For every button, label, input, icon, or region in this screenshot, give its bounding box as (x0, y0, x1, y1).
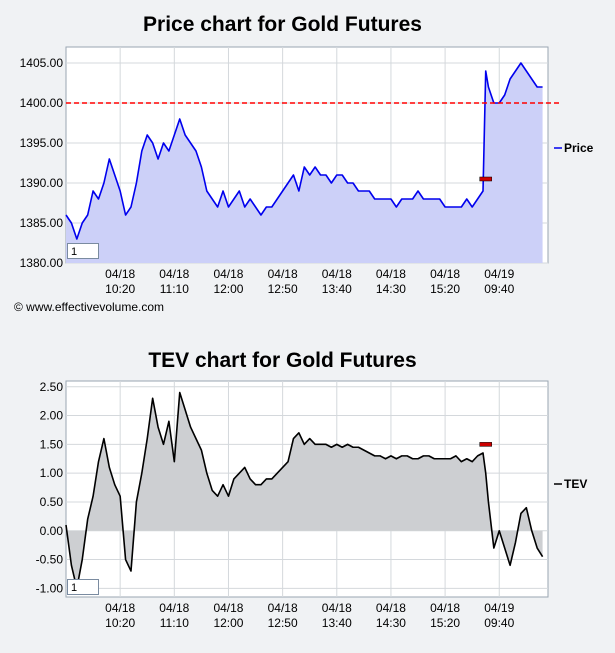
tev-x-tick-label: 04/18 (268, 601, 298, 615)
price-x-tick-label: 04/18 (159, 267, 189, 281)
tev-x-tick-label: 15:20 (430, 616, 460, 630)
tev-x-tick-label: 12:50 (268, 616, 298, 630)
price-x-tick-label: 10:20 (105, 282, 135, 296)
tev-page-input[interactable]: 1 (67, 579, 99, 595)
price-event-marker (479, 176, 492, 182)
tev-y-tick-label: 2.50 (40, 380, 64, 394)
price-area-fill (66, 63, 543, 263)
tev-x-tick-label: 04/18 (376, 601, 406, 615)
price-y-tick-label: 1380.00 (20, 256, 64, 270)
price-x-tick-label: 04/18 (268, 267, 298, 281)
price-x-tick-label: 12:00 (213, 282, 243, 296)
tev-x-tick-label: 04/18 (159, 601, 189, 615)
price-y-tick-label: 1390.00 (20, 176, 64, 190)
tev-x-tick-label: 14:30 (376, 616, 406, 630)
price-chart-title: Price chart for Gold Futures (143, 13, 422, 36)
price-y-tick-label: 1395.00 (20, 136, 64, 150)
tev-y-tick-label: -1.00 (36, 581, 64, 595)
tev-x-tick-label: 04/18 (213, 601, 243, 615)
price-x-tick-label: 04/18 (213, 267, 243, 281)
tev-y-tick-label: 0.50 (40, 495, 64, 509)
tev-x-tick-label: 04/19 (484, 601, 514, 615)
tev-x-tick-label: 04/18 (322, 601, 352, 615)
tev-area-fill (66, 392, 543, 589)
tev-x-tick-label: 09:40 (484, 616, 514, 630)
price-y-tick-label: 1400.00 (20, 96, 64, 110)
price-x-tick-label: 11:10 (160, 282, 189, 296)
tev-x-tick-label: 04/18 (105, 601, 135, 615)
tev-legend-label: TEV (564, 477, 587, 491)
tev-y-tick-label: 2.00 (40, 409, 64, 423)
tev-x-tick-label: 13:40 (322, 616, 352, 630)
tev-x-tick-label: 12:00 (213, 616, 243, 630)
tev-y-tick-label: -0.50 (36, 553, 64, 567)
price-y-tick-label: 1385.00 (20, 216, 64, 230)
tev-chart-title: TEV chart for Gold Futures (148, 349, 417, 372)
price-page-input[interactable]: 1 (67, 243, 99, 259)
tev-y-tick-label: 1.50 (40, 437, 64, 451)
tev-event-marker (479, 442, 492, 447)
price-chart: 1380.00 1385.00 1390.00 1395.00 1400.00 1405.… (20, 46, 594, 296)
tev-series-line (65, 391, 544, 590)
tev-x-tick-label: 11:10 (160, 616, 189, 630)
price-x-tick-label: 04/18 (376, 267, 406, 281)
price-x-tick-label: 12:50 (268, 282, 298, 296)
price-y-tick-label: 1405.00 (20, 56, 64, 70)
price-series-line (65, 62, 543, 240)
tev-x-tick-label: 04/18 (430, 601, 460, 615)
price-x-tick-label: 14:30 (376, 282, 406, 296)
price-legend-label: Price (564, 141, 594, 155)
price-x-tick-label: 15:20 (430, 282, 460, 296)
price-x-tick-label: 04/18 (430, 267, 460, 281)
price-x-tick-label: 13:40 (322, 282, 352, 296)
tev-y-tick-label: 1.00 (40, 466, 64, 480)
tev-y-tick-label: 0.00 (40, 524, 64, 538)
price-x-tick-label: 04/18 (322, 267, 352, 281)
price-x-tick-label: 04/19 (484, 267, 514, 281)
copyright-text: © www.effectivevolume.com (14, 300, 165, 314)
price-x-tick-label: 04/18 (105, 267, 135, 281)
tev-x-tick-label: 10:20 (105, 616, 135, 630)
price-x-tick-label: 09:40 (484, 282, 514, 296)
